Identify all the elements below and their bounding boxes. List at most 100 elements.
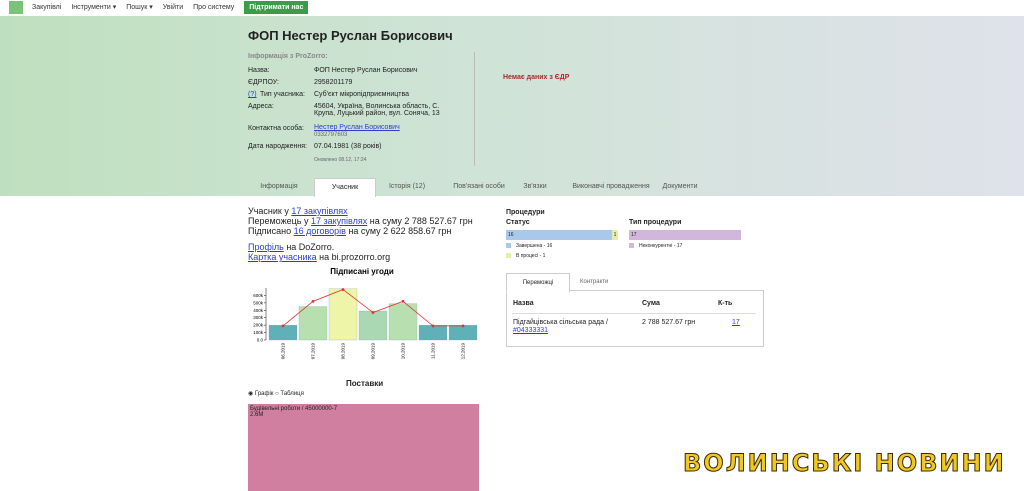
- nav-item[interactable]: Про систему: [193, 4, 235, 11]
- field-value: 45604, Україна, Волинська область, С. Кр…: [314, 103, 440, 117]
- legend-swatch: [506, 253, 511, 259]
- nav-item[interactable]: Пошук ▾: [126, 4, 153, 11]
- legend-item: Неконкурентні - 17: [629, 243, 682, 249]
- nav-item[interactable]: Закупівлі: [32, 4, 62, 11]
- updated: Оновлено 08.12, 17:24: [314, 157, 367, 163]
- link[interactable]: 16 договорів: [293, 226, 346, 236]
- page-title: ФОП Нестер Руслан Борисович: [248, 28, 453, 43]
- field-value: Суб'єкт мікропідприємництва: [314, 91, 409, 98]
- nav-item[interactable]: Увійти: [162, 4, 184, 11]
- y-tick-label: 0.0: [257, 338, 264, 343]
- line-point: [341, 288, 345, 291]
- treemap: Будівельні роботи / 45000000-7 2.6M: [248, 404, 479, 491]
- phone: 0332797603: [314, 132, 348, 138]
- line-point: [401, 299, 405, 303]
- bar: [418, 324, 448, 341]
- source-label: Інформація з ProZorro:: [248, 53, 328, 60]
- bar: [268, 324, 298, 341]
- supplies-options: ◉ Графік ○ Таблиця: [248, 390, 304, 397]
- bar: [328, 288, 358, 341]
- field-value: 07.04.1981 (38 років): [314, 143, 382, 150]
- header: ФОП Нестер Руслан Борисович Інформація з…: [0, 16, 1024, 196]
- link[interactable]: 17 закупівлях: [291, 206, 348, 216]
- kind-title: Тип процедури: [629, 219, 682, 226]
- x-tick-label: 06.2019: [281, 343, 286, 360]
- bar-label: 1: [613, 232, 617, 238]
- x-tick-label: 10.2019: [401, 343, 406, 360]
- line: Профіль на DoZorro.: [248, 242, 473, 252]
- y-tick-label: 400k: [253, 308, 264, 313]
- logo: [9, 1, 23, 14]
- nav-item[interactable]: Інструменти ▾: [71, 4, 117, 11]
- radio[interactable]: ○: [275, 391, 279, 397]
- tab[interactable]: Документи: [662, 183, 698, 190]
- line: Підписано 16 договорів на суму 2 622 858…: [248, 226, 473, 236]
- field-value: ФОП Нестер Руслан Борисович: [314, 67, 418, 74]
- edr-note: Немає даних з ЄДР: [503, 74, 570, 81]
- option[interactable]: Графік: [254, 391, 274, 397]
- text: на DoZorro.: [283, 242, 335, 252]
- hint-link[interactable]: (?): [248, 91, 257, 98]
- tab[interactable]: Пов'язані особи: [453, 183, 505, 190]
- line-point: [461, 324, 465, 328]
- buyer-link[interactable]: #04333331: [513, 327, 549, 334]
- text: на суму 2 788 527.67 грн: [367, 216, 473, 226]
- row-line: [512, 313, 756, 314]
- line-point: [281, 324, 285, 328]
- status-title: Статус: [506, 219, 530, 226]
- cell-value: 2.6M: [250, 412, 264, 418]
- field-label: Дата народження:: [248, 143, 307, 150]
- line: Учасник у 17 закупівлях: [248, 206, 473, 216]
- bar: [358, 310, 388, 341]
- column-header: Назва: [513, 300, 534, 307]
- line-point: [371, 311, 375, 314]
- tab-active[interactable]: Переможці: [506, 273, 570, 293]
- text: Учасник у: [248, 206, 292, 216]
- treemap-cell: Будівельні роботи / 45000000-7 2.6M: [248, 404, 479, 491]
- legend-swatch: [629, 243, 634, 249]
- bar-label: 16: [508, 232, 514, 238]
- link[interactable]: 17 закупівлях: [310, 216, 368, 226]
- legend-item: Завершена - 16: [506, 243, 552, 249]
- support-button[interactable]: Підтримати нас: [244, 1, 309, 14]
- field-label: Назва:: [248, 67, 270, 74]
- bar-label: 17: [631, 232, 637, 238]
- contact-link[interactable]: Нестер Руслан Борисович: [314, 124, 400, 131]
- x-tick-label: 08.2019: [341, 343, 346, 360]
- cell-name: Будівельні роботи / 45000000-7: [250, 406, 338, 412]
- field-label: ЄДРПОУ:: [248, 79, 280, 86]
- signed-chart: Підписані угоди 0.0 100k 200k 300k 400k 500k 60…: [253, 267, 478, 360]
- winners-panel: [506, 290, 764, 347]
- y-tick-label: 600k: [253, 293, 264, 298]
- link[interactable]: Картка учасника: [248, 252, 317, 262]
- tab[interactable]: Історія (12): [388, 183, 426, 190]
- x-tick-label: 07.2019: [311, 343, 316, 360]
- nav-items: Закупівлі Інструменти ▾ Пошук ▾ Увійти Про с…: [32, 1, 309, 14]
- legend-swatch: [506, 243, 511, 249]
- line: Переможець у 17 закупівлях на суму 2 788…: [248, 216, 473, 226]
- tab[interactable]: Інформація: [260, 183, 298, 190]
- text: Переможець у: [248, 216, 311, 226]
- option[interactable]: Таблиця: [280, 391, 304, 397]
- link[interactable]: Профіль: [248, 242, 284, 252]
- legend-item: В процесі - 1: [506, 253, 545, 259]
- line-point: [431, 324, 435, 328]
- count-link[interactable]: 17: [732, 319, 740, 326]
- line: Картка учасника на bi.prozorro.org: [248, 252, 473, 262]
- buyer: Підгайцівська сільська рада / #04333331: [513, 319, 608, 335]
- y-tick-label: 300k: [253, 315, 264, 320]
- nav-bar: Закупівлі Інструменти ▾ Пошук ▾ Увійти Про с…: [0, 0, 1024, 17]
- tab[interactable]: Учасник: [314, 178, 376, 197]
- participant-info: Учасник у 17 закупівлях Переможець у 17 …: [248, 206, 473, 262]
- column-header: Сума: [642, 300, 660, 307]
- divider: [474, 52, 475, 166]
- tab[interactable]: Виконавчі провадження: [572, 183, 650, 190]
- tab[interactable]: Контракти: [580, 279, 609, 285]
- bar: 1: [611, 230, 619, 240]
- tab[interactable]: Зв'язки: [523, 183, 547, 190]
- y-tick-label: 100k: [253, 330, 264, 335]
- legend-label: Завершена - 16: [516, 243, 553, 249]
- text: Підписано: [248, 226, 294, 236]
- radio[interactable]: ◉: [248, 391, 254, 397]
